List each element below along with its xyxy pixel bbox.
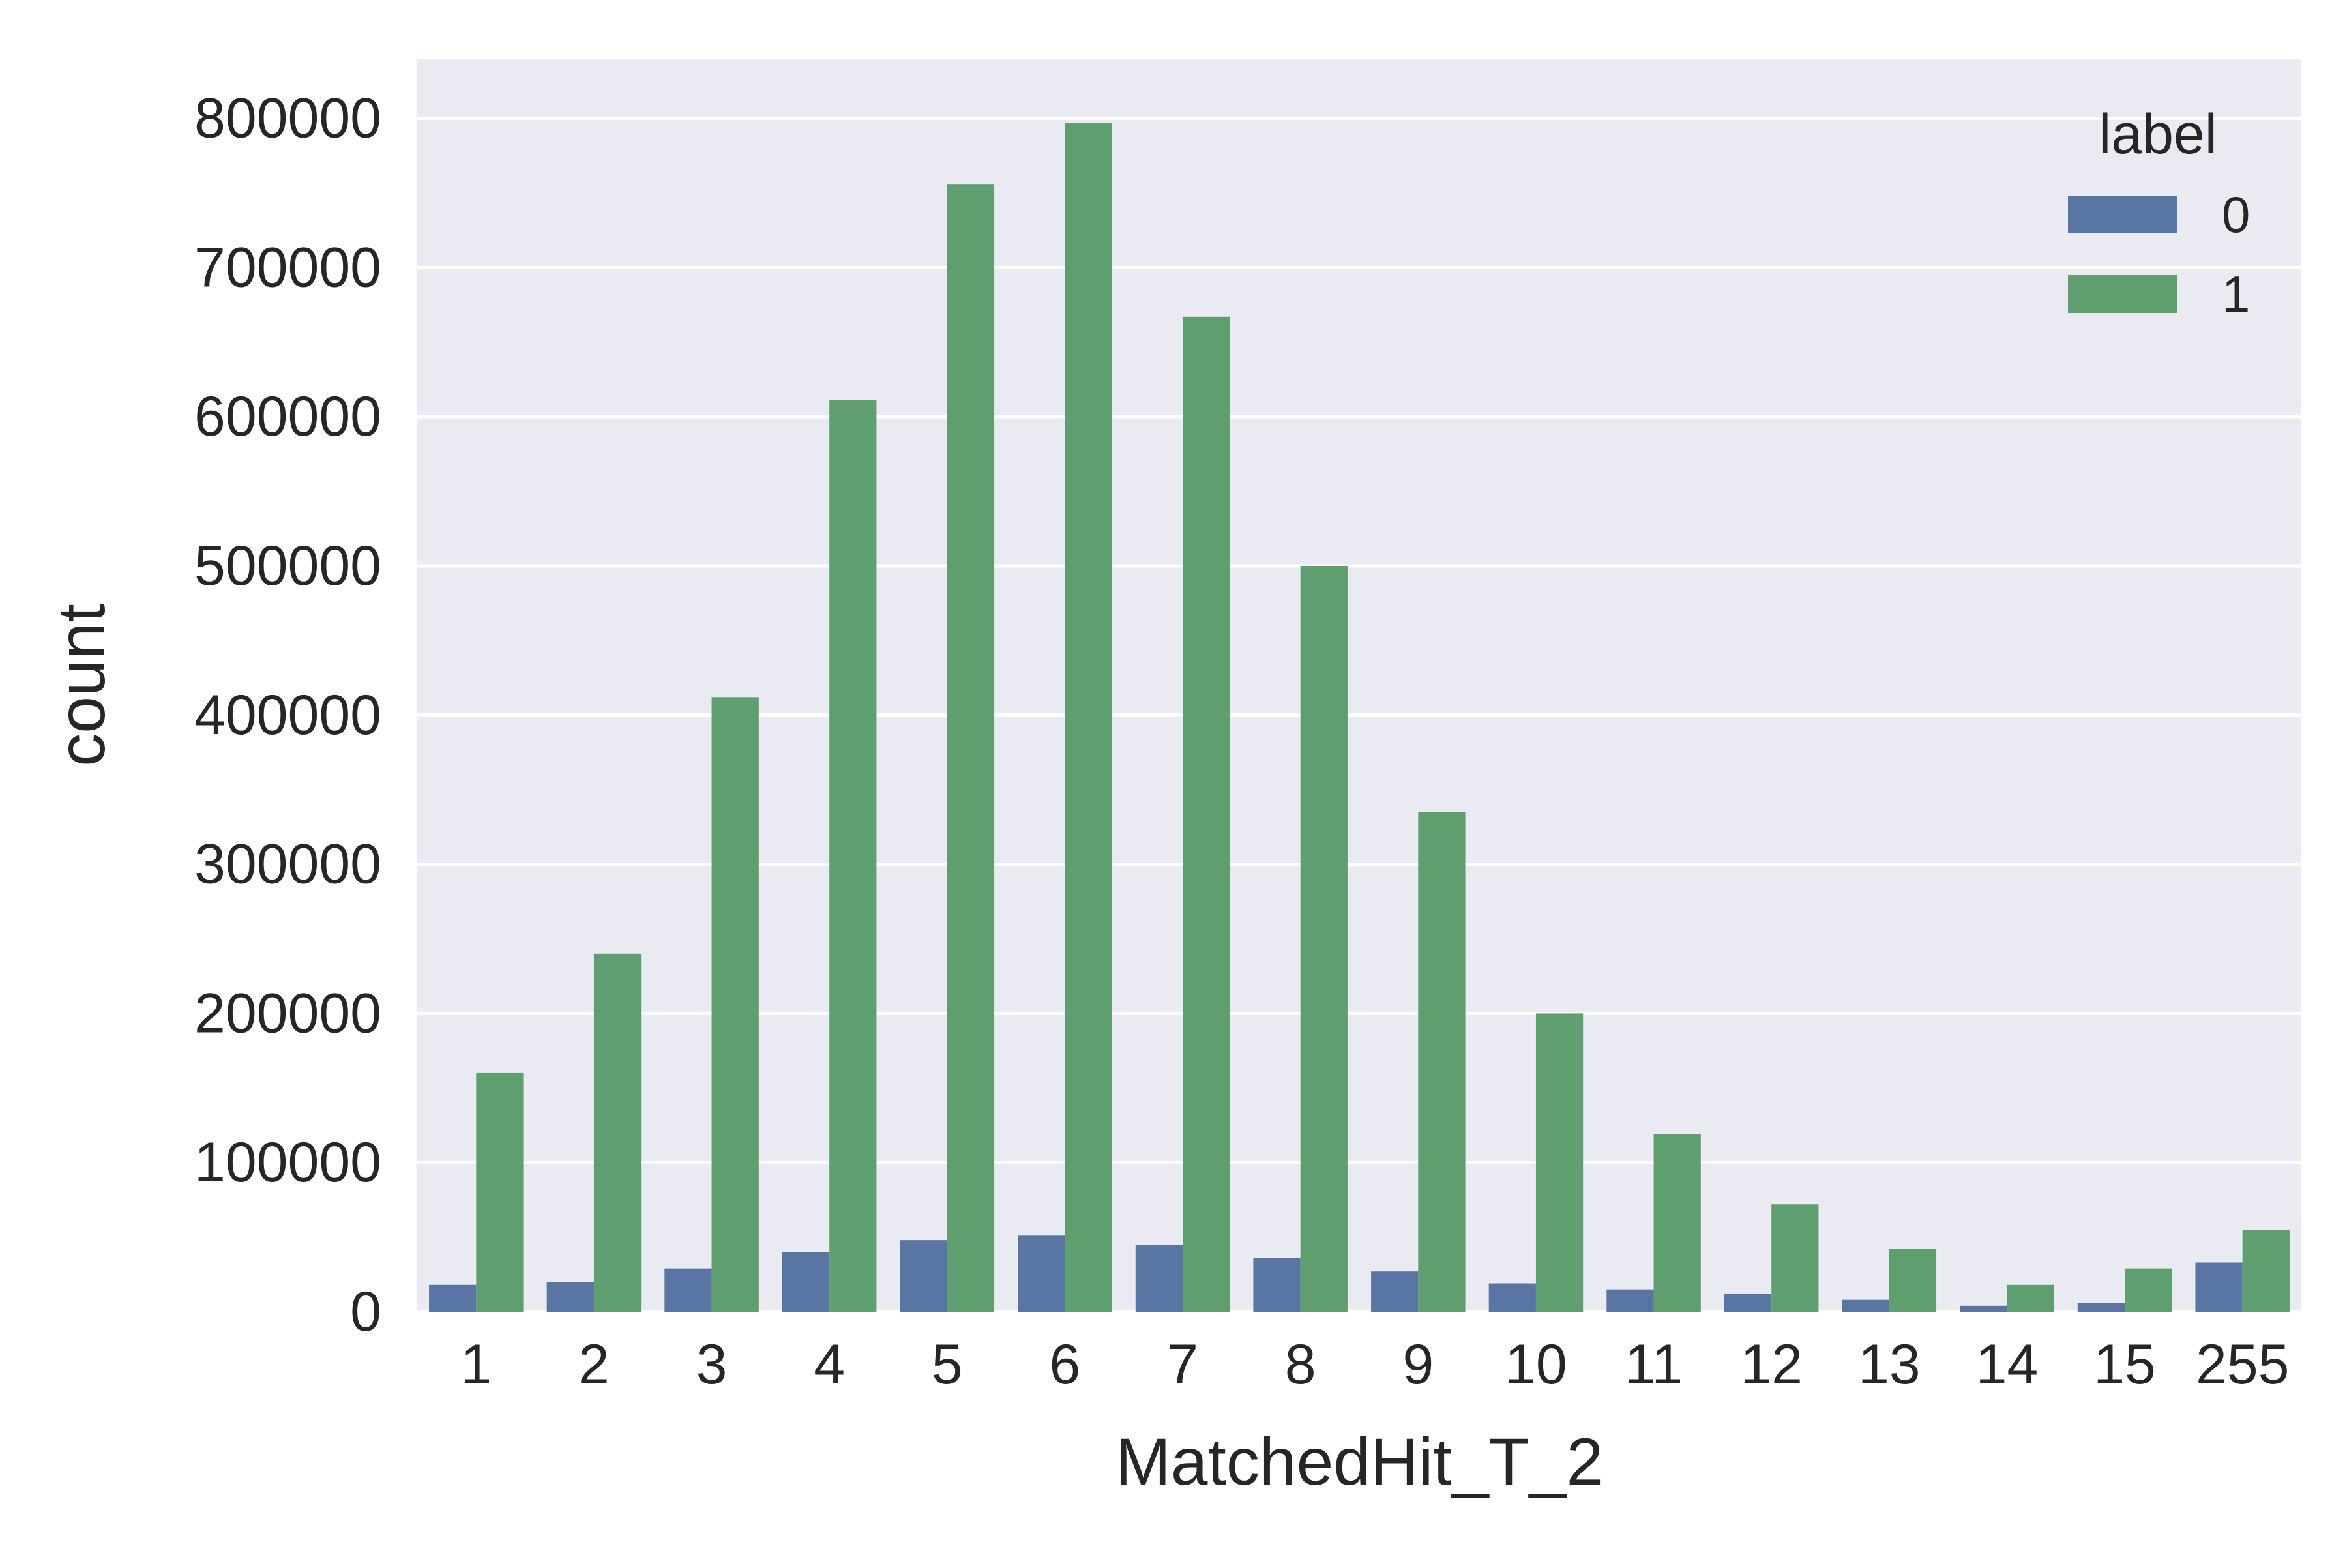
x-tick-label: 4 [814, 1333, 845, 1396]
y-tick-label: 500000 [194, 535, 381, 597]
bar-13-label-0 [1842, 1299, 1889, 1312]
y-tick-label: 800000 [194, 87, 381, 150]
y-tick-label: 300000 [194, 833, 381, 896]
bar-1-label-0 [429, 1284, 477, 1312]
bar-15-label-1 [2125, 1268, 2172, 1312]
bar-255-label-1 [2242, 1230, 2290, 1312]
x-tick-label: 15 [2093, 1333, 2156, 1396]
y-tick-label: 0 [350, 1280, 381, 1343]
x-tick-label: 2 [578, 1333, 610, 1396]
legend-label: 1 [2222, 265, 2250, 323]
bar-13-label-1 [1889, 1249, 1937, 1312]
bar-2-label-0 [546, 1282, 594, 1312]
bar-12-label-0 [1724, 1294, 1772, 1312]
bar-10-label-1 [1535, 1013, 1584, 1312]
y-tick-label: 100000 [194, 1131, 381, 1194]
bar-8-label-1 [1300, 565, 1348, 1312]
x-axis-label: MatchedHit_T_2 [1115, 1425, 1603, 1499]
x-tick-label: 3 [696, 1333, 728, 1396]
bar-5-label-0 [900, 1240, 947, 1312]
legend: label 01 [2068, 103, 2250, 323]
x-tick-label: 1 [460, 1333, 492, 1396]
x-tick-label: 255 [2196, 1333, 2290, 1396]
y-tick-label: 700000 [194, 236, 381, 299]
bar-12-label-1 [1771, 1204, 1819, 1312]
x-tick-label: 13 [1858, 1333, 1921, 1396]
bar-7-label-1 [1183, 316, 1230, 1312]
bar-8-label-0 [1253, 1258, 1301, 1312]
legend-title: label [2099, 103, 2217, 166]
legend-entries: 01 [2068, 186, 2250, 323]
bar-14-label-0 [1960, 1305, 2007, 1312]
bar-5-label-1 [947, 184, 995, 1312]
legend-swatch-1 [2068, 275, 2177, 313]
bars [429, 123, 2290, 1312]
x-tick-label: 6 [1050, 1333, 1081, 1396]
y-tick-label: 600000 [194, 385, 381, 448]
legend-label: 0 [2222, 186, 2250, 243]
y-tick-label: 200000 [194, 982, 381, 1044]
x-tick-label: 11 [1625, 1333, 1683, 1396]
bar-6-label-1 [1065, 123, 1112, 1312]
y-axis-label: count [44, 604, 119, 767]
bar-11-label-1 [1653, 1134, 1701, 1312]
bar-10-label-0 [1488, 1283, 1536, 1312]
bar-2-label-1 [593, 953, 642, 1312]
bar-14-label-1 [2007, 1284, 2054, 1312]
bar-3-label-0 [664, 1268, 712, 1312]
bar-4-label-0 [782, 1252, 830, 1312]
bar-1-label-1 [476, 1072, 524, 1312]
legend-swatch-0 [2068, 196, 2177, 233]
x-tick-label: 9 [1402, 1333, 1434, 1396]
bar-6-label-0 [1018, 1235, 1065, 1312]
x-tick-label: 7 [1167, 1333, 1198, 1396]
plot-background [417, 59, 2301, 1312]
x-tick-labels: 1 2 3 4 5 6 7 8 9 10 11 12 13 14 15 255 [460, 1333, 2289, 1396]
bar-9-label-0 [1371, 1271, 1419, 1312]
x-tick-label: 5 [932, 1333, 963, 1396]
y-tick-label: 400000 [194, 684, 381, 747]
bar-15-label-0 [2077, 1303, 2125, 1312]
bar-9-label-1 [1418, 812, 1466, 1312]
y-tick-labels: 0 100000 200000 300000 400000 500000 600000 700… [194, 87, 381, 1343]
x-tick-label: 14 [1976, 1333, 2039, 1396]
bar-4-label-1 [829, 400, 877, 1312]
bar-11-label-0 [1606, 1289, 1654, 1312]
x-tick-label: 10 [1505, 1333, 1567, 1396]
bar-7-label-0 [1135, 1245, 1183, 1312]
bar-255-label-0 [2195, 1262, 2243, 1312]
bar-3-label-1 [711, 697, 759, 1312]
x-tick-label: 8 [1285, 1333, 1316, 1396]
x-tick-label: 12 [1740, 1333, 1803, 1396]
